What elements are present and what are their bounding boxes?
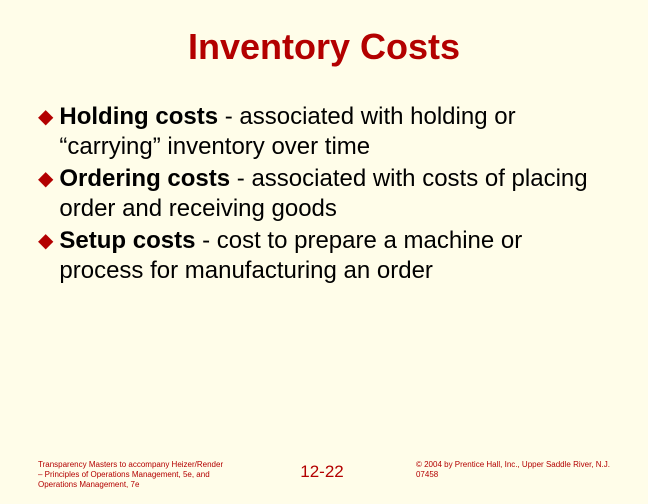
- slide-number: 12-22: [300, 462, 343, 482]
- bullet-icon: ◆: [38, 226, 53, 256]
- bullet-icon: ◆: [38, 164, 53, 194]
- bullet-bold: Holding costs: [59, 103, 218, 130]
- footer-left: Transparency Masters to accompany Heizer…: [38, 460, 228, 490]
- bullet-item: ◆ Setup costs - cost to prepare a machin…: [38, 226, 610, 286]
- bullet-text: Setup costs - cost to prepare a machine …: [59, 226, 610, 286]
- bullet-item: ◆ Ordering costs - associated with costs…: [38, 164, 610, 224]
- footer: Transparency Masters to accompany Heizer…: [0, 460, 648, 490]
- bullet-icon: ◆: [38, 102, 53, 132]
- footer-copyright: © 2004 by Prentice Hall, Inc., Upper Sad…: [416, 460, 626, 480]
- slide-title: Inventory Costs: [0, 0, 648, 68]
- bullet-bold: Ordering costs: [59, 165, 230, 192]
- bullet-text: Holding costs - associated with holding …: [59, 102, 610, 162]
- bullet-bold: Setup costs: [59, 227, 195, 254]
- bullet-item: ◆ Holding costs - associated with holdin…: [38, 102, 610, 162]
- bullet-list: ◆ Holding costs - associated with holdin…: [0, 68, 648, 286]
- bullet-text: Ordering costs - associated with costs o…: [59, 164, 610, 224]
